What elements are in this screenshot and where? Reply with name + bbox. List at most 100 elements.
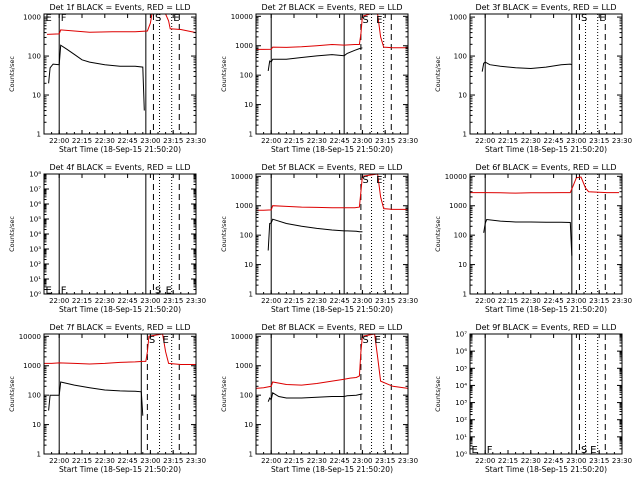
event-marker-label: E <box>376 15 382 26</box>
y-tick-label: 100 <box>240 232 253 240</box>
y-tick-label: 10⁶ <box>455 348 467 356</box>
x-axis-label: Start Time (18-Sep-15 21:50:20) <box>59 145 181 154</box>
event-marker-label: S <box>581 445 587 456</box>
x-tick-label: 23:15 <box>375 297 395 305</box>
x-tick-label: 23:30 <box>612 137 632 145</box>
x-tick-label: 22:45 <box>330 297 350 305</box>
x-tick-label: 22:00 <box>475 297 495 305</box>
y-tick-label: 10⁵ <box>455 365 467 373</box>
x-tick-label: 23:15 <box>589 297 609 305</box>
x-axis-label: Start Time (18-Sep-15 21:50:20) <box>485 305 607 314</box>
x-tick-label: 23:30 <box>398 297 418 305</box>
x-tick-label: 22:15 <box>284 457 304 465</box>
x-tick-label: 22:15 <box>72 137 92 145</box>
x-tick-label: 22:45 <box>544 457 564 465</box>
x-tick-label: 22:45 <box>118 297 138 305</box>
x-tick-label: 22:30 <box>95 137 115 145</box>
event-marker-label: S <box>362 175 368 186</box>
events-series-line <box>267 218 363 251</box>
y-axis-label: Counts/sec <box>8 56 16 92</box>
x-axis-label: Start Time (18-Sep-15 21:50:20) <box>485 465 607 474</box>
x-tick-label: 23:15 <box>163 457 183 465</box>
y-axis-label: Counts/sec <box>220 56 228 92</box>
event-marker-label: F <box>487 445 493 456</box>
lld-series-line <box>470 176 619 194</box>
x-tick-label: 23:00 <box>566 457 586 465</box>
event-marker-label: E <box>375 335 381 346</box>
x-axis-label: Start Time (18-Sep-15 21:50:20) <box>271 465 393 474</box>
panel-title: Det 7f BLACK = Events, RED = LLD <box>49 323 190 332</box>
event-marker-label: E <box>173 13 179 24</box>
panel-4: Det 4f BLACK = Events, RED = LLD Counts/s… <box>8 163 206 314</box>
x-tick-label: 22:30 <box>521 137 541 145</box>
y-tick-label: 10000 <box>445 173 467 181</box>
x-tick-label: 23:30 <box>398 137 418 145</box>
y-tick-label: 1 <box>249 451 253 459</box>
x-tick-label: 23:30 <box>612 457 632 465</box>
event-marker-label: S <box>362 335 368 346</box>
x-tick-label: 22:15 <box>498 137 518 145</box>
y-tick-label: 10000 <box>231 333 253 341</box>
y-tick-label: 10⁸ <box>29 171 41 179</box>
event-marker-label: E <box>590 445 596 456</box>
event-marker-label: S <box>155 285 161 296</box>
panel-title: Det 6f BLACK = Events, RED = LLD <box>475 163 616 172</box>
event-marker-label: F <box>61 285 67 296</box>
y-tick-label: 10000 <box>19 333 41 341</box>
y-tick-label: 1 <box>249 131 253 139</box>
x-axis-label: Start Time (18-Sep-15 21:50:20) <box>485 145 607 154</box>
plot-frame <box>469 13 623 135</box>
x-tick-label: 22:30 <box>307 457 327 465</box>
event-marker-label: E <box>166 285 172 296</box>
y-tick-label: 10 <box>244 261 253 269</box>
panel-title: Det 2f BLACK = Events, RED = LLD <box>261 3 402 12</box>
lld-series-line <box>256 13 408 50</box>
y-tick-label: 10 <box>32 421 41 429</box>
x-tick-label: 22:30 <box>521 297 541 305</box>
y-axis-label: Counts/sec <box>8 216 16 252</box>
events-series-line <box>267 47 363 71</box>
y-tick-label: 1 <box>463 131 467 139</box>
y-tick-label: 100 <box>454 53 467 61</box>
y-tick-label: 10 <box>244 101 253 109</box>
y-tick-label: 1 <box>37 451 41 459</box>
lld-series-line <box>46 13 197 35</box>
plot-frame <box>255 333 409 455</box>
panel-title: Det 5f BLACK = Events, RED = LLD <box>261 163 402 172</box>
x-axis-label: Start Time (18-Sep-15 21:50:20) <box>59 305 181 314</box>
y-tick-label: 10² <box>29 261 41 269</box>
x-tick-label: 22:15 <box>498 297 518 305</box>
event-marker-label: E <box>46 285 52 296</box>
panel-title: Det 8f BLACK = Events, RED = LLD <box>261 323 402 332</box>
y-tick-label: 10 <box>32 92 41 100</box>
y-axis-label: Counts/sec <box>434 376 442 412</box>
panel-2: Det 2f BLACK = Events, RED = LLD Counts/s… <box>220 3 418 154</box>
event-marker-label: E <box>376 175 382 186</box>
x-tick-label: 22:45 <box>544 137 564 145</box>
x-tick-label: 23:30 <box>612 297 632 305</box>
y-tick-label: 10¹ <box>29 276 41 284</box>
y-tick-label: 10⁵ <box>29 216 41 224</box>
event-marker-label: E <box>472 445 478 456</box>
y-tick-label: 10000 <box>231 13 253 21</box>
event-marker-label: S <box>581 13 587 24</box>
x-tick-label: 23:00 <box>140 457 160 465</box>
x-tick-label: 23:15 <box>375 457 395 465</box>
event-marker-label: E <box>599 13 605 24</box>
plot-frame <box>43 333 197 455</box>
y-tick-label: 10 <box>458 92 467 100</box>
y-tick-label: 100 <box>28 392 41 400</box>
plot-frame <box>43 173 197 295</box>
x-tick-label: 22:00 <box>475 137 495 145</box>
y-tick-label: 10⁰ <box>29 291 41 299</box>
y-tick-label: 1 <box>463 291 467 299</box>
x-tick-label: 22:00 <box>261 297 281 305</box>
lld-series-line <box>44 333 196 365</box>
events-series-line <box>481 61 572 72</box>
y-tick-label: 10⁰ <box>455 451 467 459</box>
y-axis-label: Counts/sec <box>220 216 228 252</box>
event-marker-label: F <box>61 13 67 24</box>
x-tick-label: 22:00 <box>475 457 495 465</box>
x-tick-label: 23:30 <box>186 137 206 145</box>
